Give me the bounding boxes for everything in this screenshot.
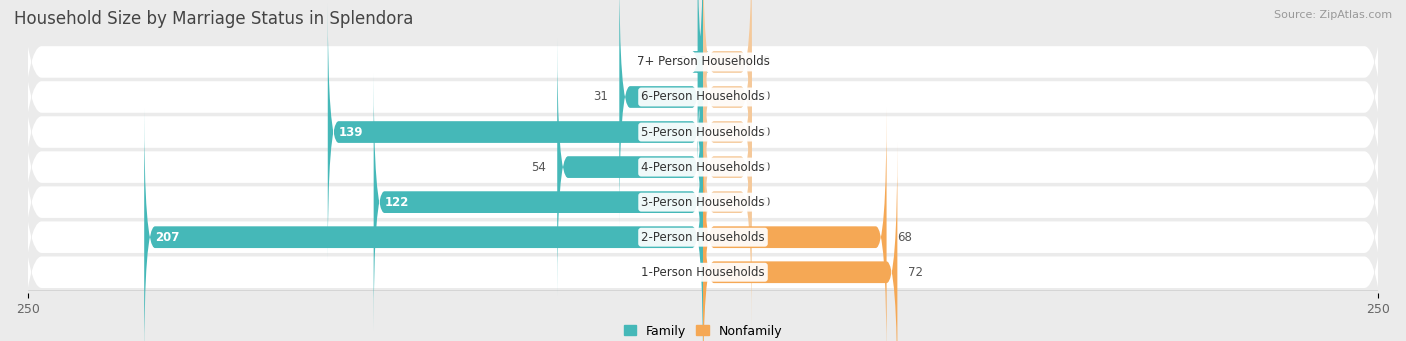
Text: 0: 0 [762,125,769,138]
FancyBboxPatch shape [703,38,752,296]
FancyBboxPatch shape [14,0,1392,341]
FancyBboxPatch shape [703,0,752,226]
Text: 54: 54 [531,161,547,174]
FancyBboxPatch shape [14,0,1392,341]
FancyBboxPatch shape [703,3,752,261]
FancyBboxPatch shape [374,73,703,331]
Legend: Family, Nonfamily: Family, Nonfamily [619,320,787,341]
Text: 31: 31 [593,90,609,104]
Text: 0: 0 [762,90,769,104]
Text: 2: 2 [679,56,686,69]
Text: 0: 0 [762,161,769,174]
FancyBboxPatch shape [14,0,1392,341]
FancyBboxPatch shape [14,0,1392,341]
Text: 5-Person Households: 5-Person Households [641,125,765,138]
Text: 6-Person Households: 6-Person Households [641,90,765,104]
Text: Source: ZipAtlas.com: Source: ZipAtlas.com [1274,10,1392,20]
FancyBboxPatch shape [145,108,703,341]
FancyBboxPatch shape [703,73,752,331]
Text: 4-Person Households: 4-Person Households [641,161,765,174]
Text: 68: 68 [897,231,912,244]
FancyBboxPatch shape [14,0,1392,341]
FancyBboxPatch shape [328,3,703,261]
FancyBboxPatch shape [14,0,1392,341]
Text: Household Size by Marriage Status in Splendora: Household Size by Marriage Status in Spl… [14,10,413,28]
Text: 2-Person Households: 2-Person Households [641,231,765,244]
FancyBboxPatch shape [619,0,703,226]
FancyBboxPatch shape [703,0,752,191]
Text: 72: 72 [908,266,924,279]
FancyBboxPatch shape [14,0,1392,341]
FancyBboxPatch shape [703,108,887,341]
Text: 3-Person Households: 3-Person Households [641,196,765,209]
Text: 139: 139 [339,125,363,138]
Text: 7+ Person Households: 7+ Person Households [637,56,769,69]
Text: 207: 207 [155,231,180,244]
Text: 0: 0 [762,56,769,69]
FancyBboxPatch shape [692,0,709,191]
Text: 122: 122 [384,196,409,209]
Text: 1-Person Households: 1-Person Households [641,266,765,279]
FancyBboxPatch shape [557,38,703,296]
FancyBboxPatch shape [703,143,897,341]
Text: 0: 0 [762,196,769,209]
